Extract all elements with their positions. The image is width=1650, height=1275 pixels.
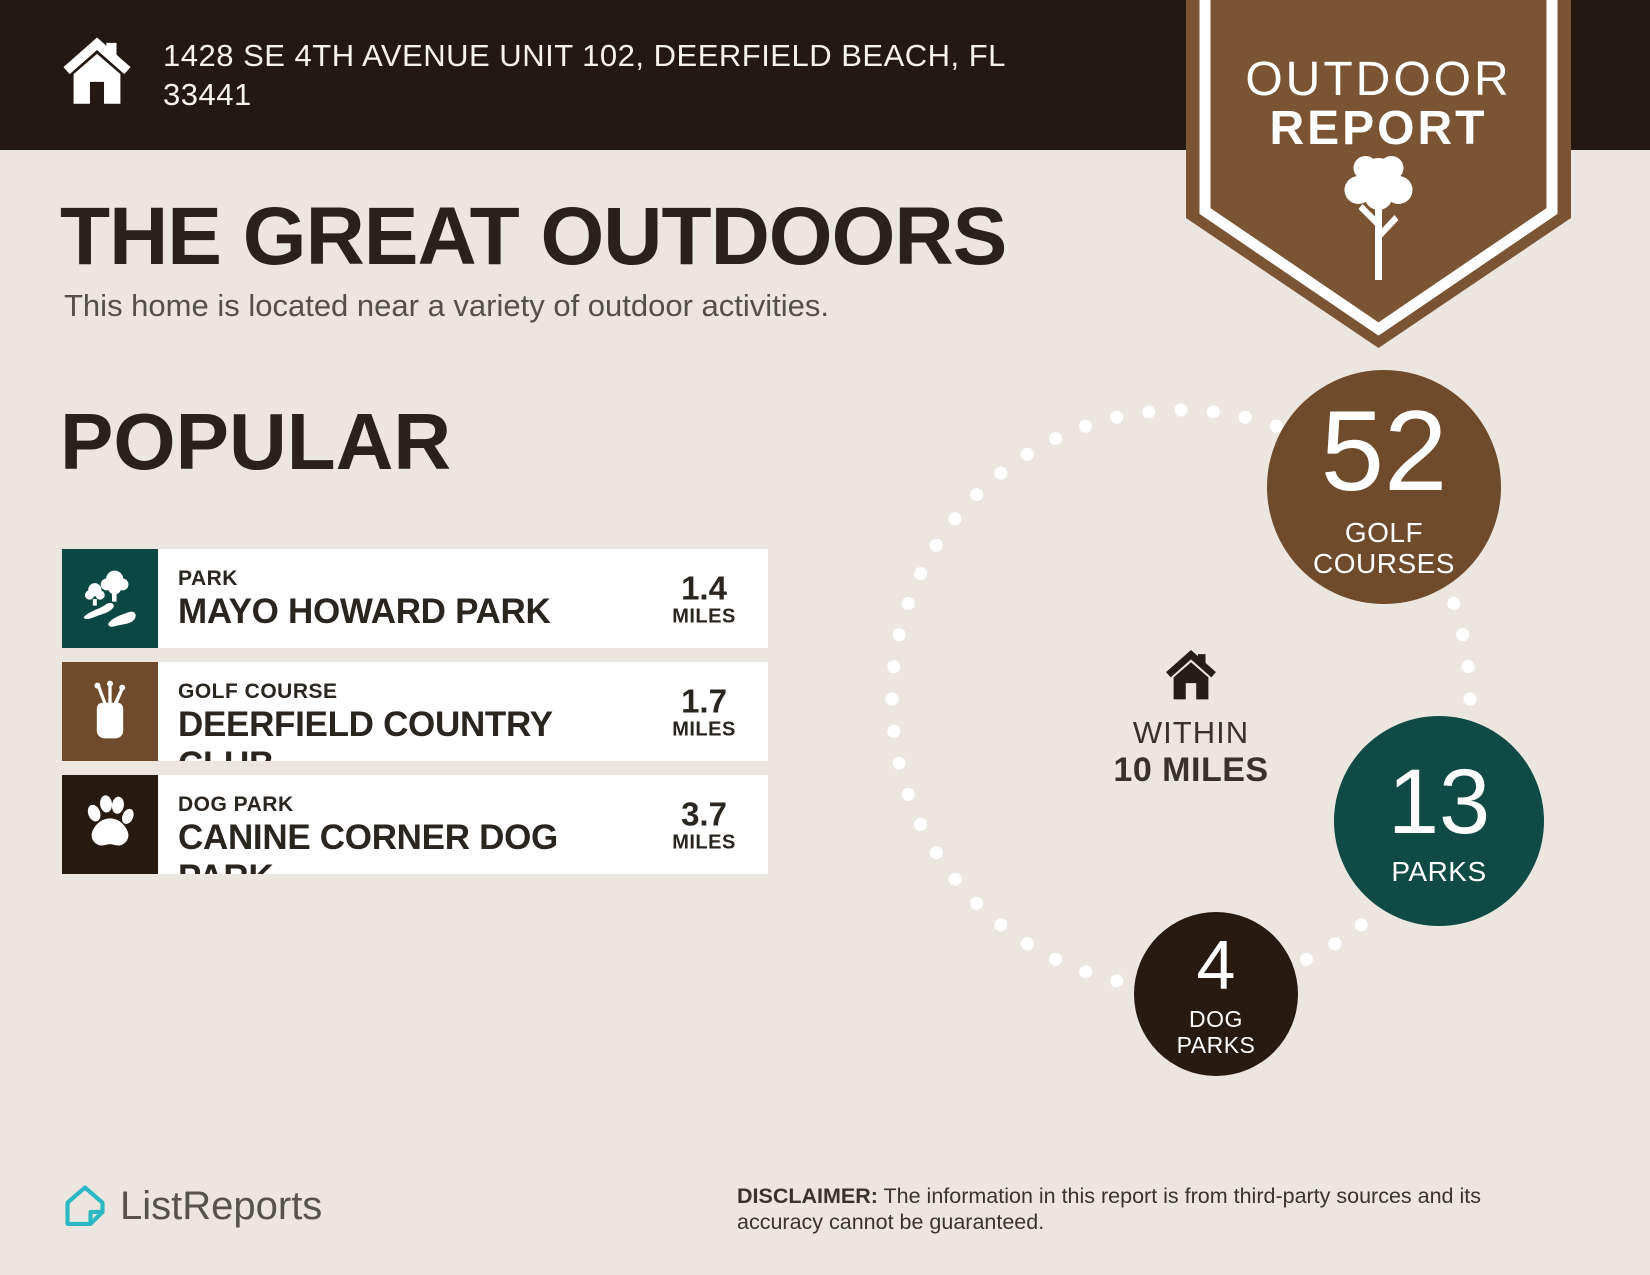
stat-value: 13	[1387, 750, 1491, 853]
list-item-body: GOLF COURSE DEERFIELD COUNTRY CLUB	[158, 662, 768, 761]
home-location-icon	[1166, 650, 1216, 700]
stat-dog-parks: 4 DOG PARKS	[1134, 912, 1298, 1076]
within-radius-label: WITHIN 10 MILES	[1031, 714, 1351, 789]
page-subtitle: This home is located near a variety of o…	[64, 288, 830, 323]
disclaimer-label: DISCLAIMER:	[737, 1184, 878, 1208]
list-item-park: PARK MAYO HOWARD PARK 1.4 MILES	[62, 549, 768, 648]
poi-distance: 1.7 MILES	[652, 683, 756, 740]
badge-title-line2: REPORT	[1269, 102, 1488, 155]
poi-distance: 3.7 MILES	[652, 796, 756, 853]
distance-unit: MILES	[672, 831, 736, 853]
popular-list: PARK MAYO HOWARD PARK 1.4 MILES GOLF COU…	[62, 549, 768, 888]
home-icon	[63, 37, 131, 104]
list-item-dog-park: DOG PARK CANINE CORNER DOG PARK 3.7 MILE…	[62, 775, 768, 874]
poi-category: DOG PARK	[178, 793, 294, 816]
distance-value: 3.7	[681, 795, 727, 832]
disclaimer-text: DISCLAIMER: The information in this repo…	[737, 1184, 1527, 1235]
badge-title-line1: OUTDOOR	[1245, 53, 1512, 106]
golf-bag-icon	[62, 662, 158, 761]
poi-category: PARK	[178, 567, 238, 590]
stat-golf-courses: 52 GOLF COURSES	[1267, 370, 1501, 604]
stat-label: GOLF COURSES	[1313, 517, 1455, 579]
poi-name: CANINE CORNER DOG PARK	[178, 818, 558, 874]
poi-distance: 1.4 MILES	[652, 570, 756, 627]
poi-name: DEERFIELD COUNTRY CLUB	[178, 705, 553, 761]
stat-label: PARKS	[1391, 855, 1487, 887]
property-address: 1428 SE 4TH AVENUE UNIT 102, DEERFIELD B…	[163, 38, 1005, 112]
poi-name: MAYO HOWARD PARK	[178, 592, 551, 631]
badge-ribbon-shape	[1186, 0, 1571, 348]
stat-label: DOG PARKS	[1176, 1006, 1256, 1058]
radius-distance-label: 10 MILES	[1113, 751, 1269, 789]
page-title: THE GREAT OUTDOORS	[60, 191, 1007, 282]
distance-unit: MILES	[672, 605, 736, 627]
distance-unit: MILES	[672, 718, 736, 740]
list-item-body: PARK MAYO HOWARD PARK	[158, 549, 768, 648]
disclaimer-body: The information in this report is from t…	[737, 1184, 1481, 1234]
listreports-logo-icon	[65, 1185, 105, 1226]
paw-icon	[62, 775, 158, 874]
distance-value: 1.4	[681, 569, 727, 606]
list-item-golf-course: GOLF COURSE DEERFIELD COUNTRY CLUB 1.7 M…	[62, 662, 768, 761]
park-trees-icon	[62, 549, 158, 648]
distance-value: 1.7	[681, 682, 727, 719]
within-label: WITHIN	[1132, 715, 1250, 750]
list-item-body: DOG PARK CANINE CORNER DOG PARK	[158, 775, 768, 874]
tree-icon	[1344, 156, 1413, 280]
stat-value: 52	[1320, 388, 1448, 515]
outdoor-report-badge: OUTDOOR REPORT	[1186, 0, 1571, 360]
stat-parks: 13 PARKS	[1334, 716, 1544, 926]
popular-heading: POPULAR	[60, 397, 452, 486]
stat-value: 4	[1196, 926, 1236, 1004]
poi-category: GOLF COURSE	[178, 680, 338, 703]
listreports-brand-text: ListReports	[120, 1184, 323, 1228]
